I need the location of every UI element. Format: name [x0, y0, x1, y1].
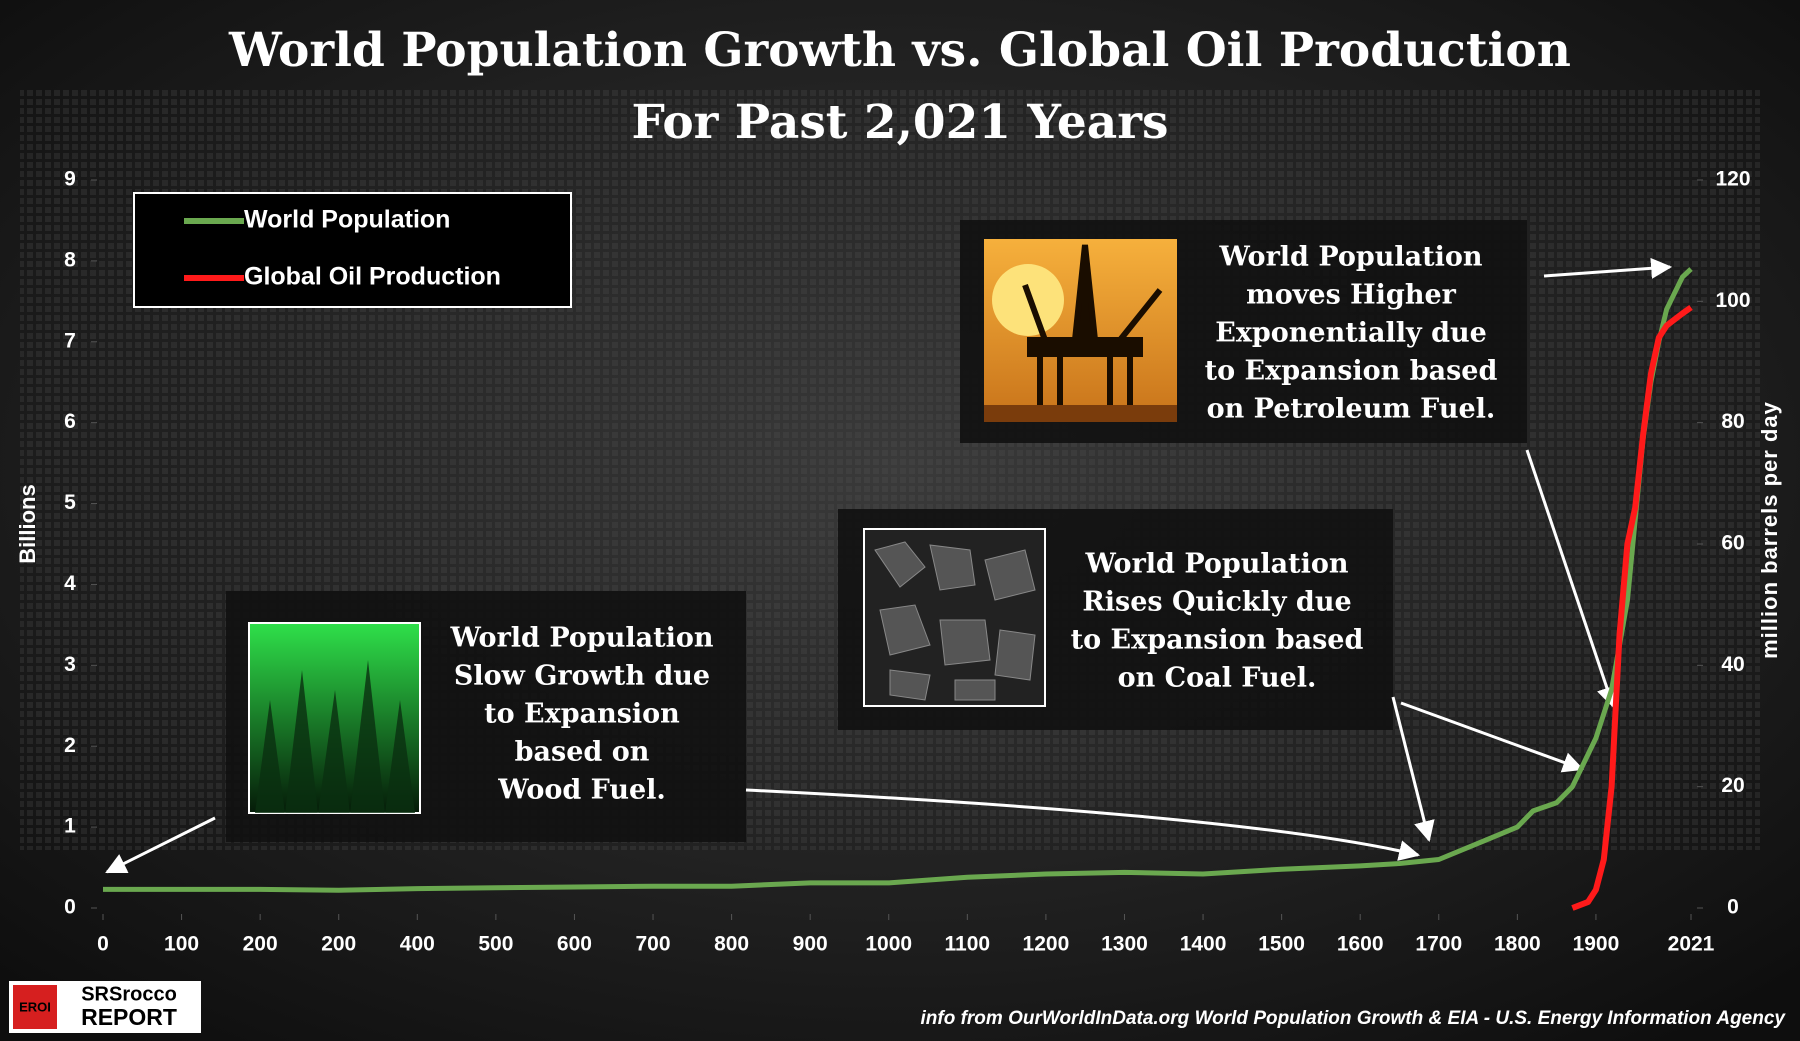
- y-tick-label: 2: [64, 734, 76, 757]
- annotation-text: to Expansion: [484, 699, 680, 730]
- y-tick-label: 8: [64, 248, 76, 271]
- y-axis-title: Billions: [15, 484, 40, 563]
- annotation-text: World Population: [1084, 549, 1348, 580]
- x-tick-label: 1400: [1180, 933, 1227, 956]
- annotation-text: on Petroleum Fuel.: [1207, 394, 1496, 425]
- logo-badge-text: EROI: [19, 999, 51, 1014]
- y-tick-label: 9: [64, 168, 76, 191]
- annotation-text: Wood Fuel.: [497, 775, 666, 806]
- annotation-text: Slow Growth due: [454, 661, 710, 692]
- arrow: [1543, 257, 1673, 279]
- x-tick-label: 1100: [945, 933, 991, 956]
- series-line: [1571, 304, 1693, 911]
- arrow: [105, 816, 216, 874]
- y2-axis-title: million barrels per day: [1757, 401, 1782, 659]
- y-tick-label: 1: [64, 815, 76, 838]
- forest-trees: [255, 660, 415, 813]
- annotation-text: based on: [515, 737, 650, 768]
- y2-tick-label: 80: [1721, 410, 1744, 433]
- x-tick-label: 800: [714, 933, 749, 956]
- legend-label: Global Oil Production: [244, 263, 501, 291]
- legend-label: World Population: [244, 206, 450, 234]
- oil-rig: [1022, 244, 1163, 409]
- x-tick-label: 600: [557, 933, 592, 956]
- annotation-text: World Population: [1218, 242, 1482, 273]
- x-tick-label: 200: [243, 933, 278, 956]
- y2-tick-label: 60: [1721, 532, 1744, 555]
- x-tick-label: 200: [321, 933, 356, 956]
- chart-title: World Population Growth vs. Global Oil P…: [228, 23, 1571, 78]
- x-tick-label: 400: [400, 933, 435, 956]
- logo-badge: [13, 985, 57, 1029]
- x-tick-label: 1900: [1573, 933, 1620, 956]
- logo-name: SRSrocco: [81, 983, 177, 1005]
- y-tick-label: 7: [64, 329, 76, 352]
- logo-subtitle: REPORT: [81, 1004, 177, 1030]
- source-note: info from OurWorldInData.org World Popul…: [920, 1008, 1786, 1029]
- y2-tick-label: 20: [1721, 774, 1744, 797]
- legend: [133, 192, 572, 308]
- annotation-text: moves Higher: [1246, 280, 1456, 311]
- annotation-text: World Population: [449, 623, 713, 654]
- arrow: [745, 788, 1421, 861]
- annotation-text: Exponentially due: [1215, 318, 1487, 349]
- coal-pieces: [874, 541, 1036, 701]
- x-tick-label: 1700: [1415, 933, 1462, 956]
- arrow: [1525, 449, 1617, 708]
- x-tick-label: 1500: [1258, 933, 1305, 956]
- annotation-text: on Coal Fuel.: [1118, 663, 1317, 694]
- y2-tick-label: 120: [1715, 168, 1750, 191]
- arrows: [105, 257, 1673, 874]
- x-tick-label: 500: [478, 933, 513, 956]
- x-tick-label: 1600: [1337, 933, 1384, 956]
- x-tick-label: 700: [636, 933, 671, 956]
- y-tick-label: 0: [64, 896, 76, 919]
- x-tick-label: 0: [97, 933, 109, 956]
- chart-title: For Past 2,021 Years: [632, 95, 1169, 150]
- x-tick-label: 900: [793, 933, 828, 956]
- sea: [984, 405, 1177, 422]
- y2-tick-label: 40: [1721, 653, 1744, 676]
- x-tick-label: 1800: [1494, 933, 1541, 956]
- y2-tick-label: 0: [1727, 896, 1739, 919]
- x-tick-label: 1300: [1101, 933, 1148, 956]
- x-tick-label: 100: [164, 933, 199, 956]
- y-tick-label: 4: [64, 572, 76, 595]
- annotation-text: to Expansion based: [1071, 625, 1364, 656]
- y2-tick-label: 100: [1715, 289, 1750, 312]
- annotation-text: Rises Quickly due: [1082, 587, 1351, 618]
- y-tick-label: 6: [64, 410, 76, 433]
- x-tick-label: 1200: [1023, 933, 1070, 956]
- x-tick-label: 2021: [1668, 933, 1715, 956]
- y-tick-label: 5: [64, 491, 76, 514]
- x-tick-label: 1000: [865, 933, 912, 956]
- y-tick-label: 3: [64, 653, 76, 676]
- annotation-text: to Expansion based: [1205, 356, 1498, 387]
- arrow: [1400, 701, 1584, 773]
- arrow: [1391, 696, 1435, 843]
